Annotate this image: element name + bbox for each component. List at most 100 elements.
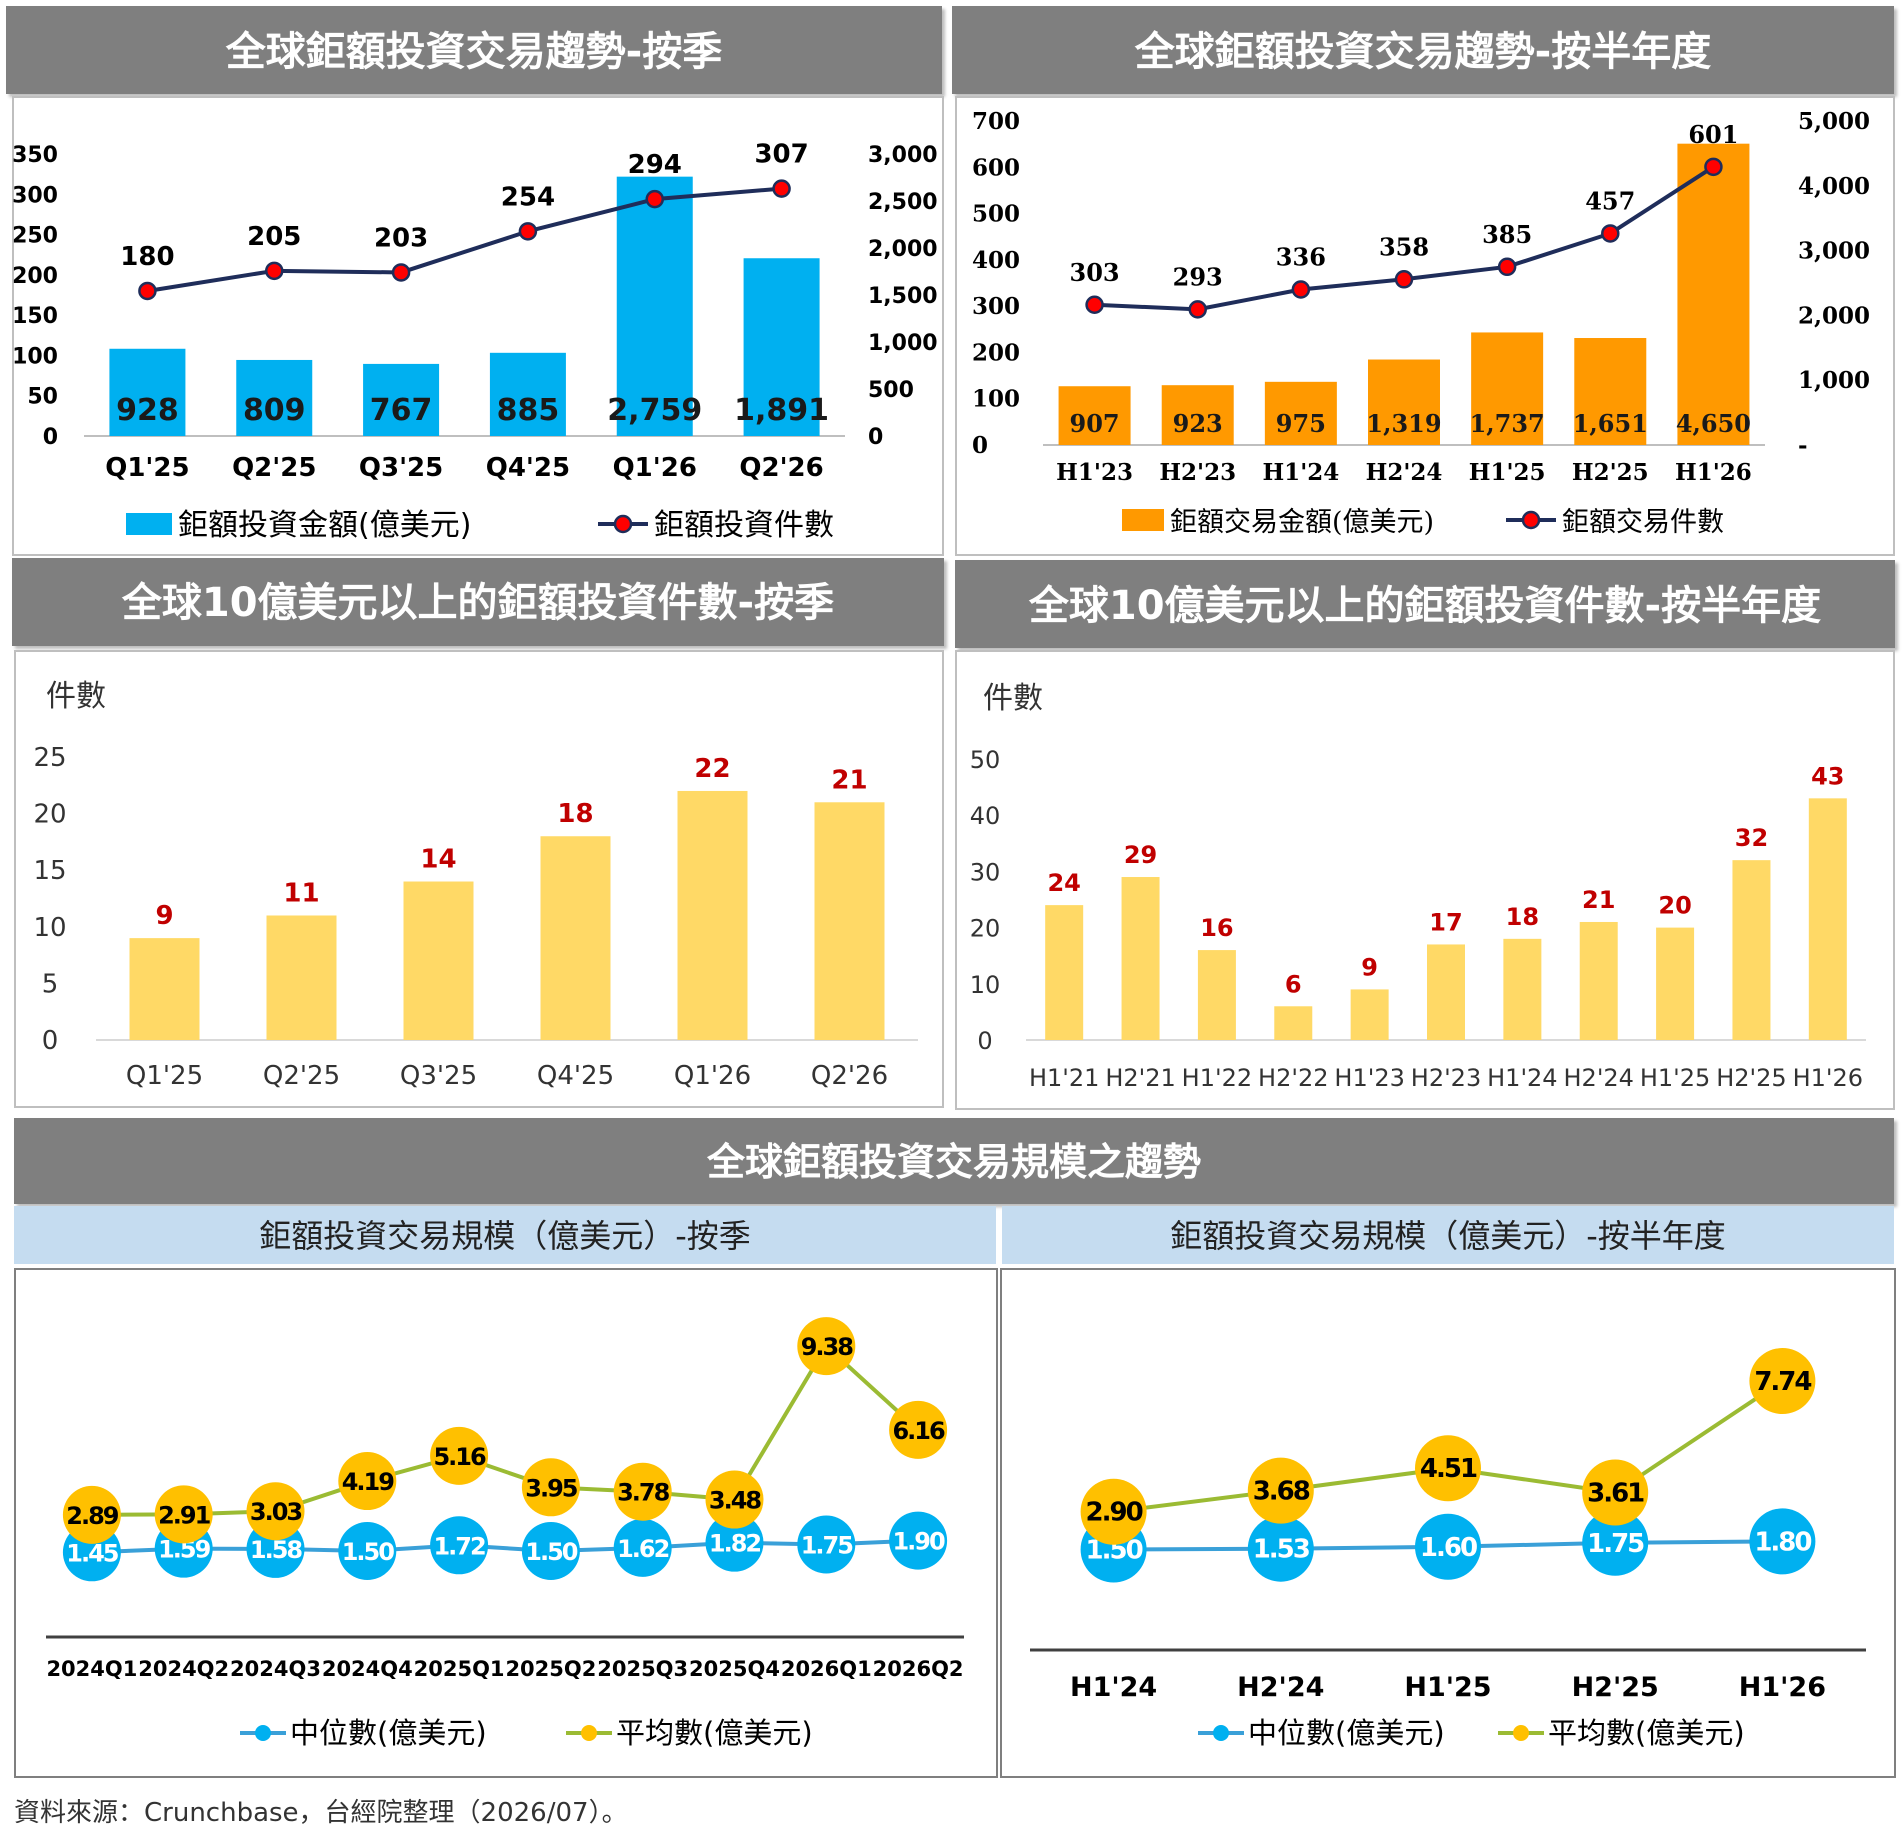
legend-label: 中位數(億美元) — [1248, 1716, 1445, 1750]
y-axis-tick: 5 — [42, 969, 59, 999]
x-axis-tick: 2025Q2 — [505, 1657, 596, 1681]
chart-title-quarterly-count: 全球10億美元以上的鉅額投資件數-按季 — [12, 558, 944, 646]
x-axis-tick: Q1'25 — [126, 1061, 203, 1091]
bar-data-label: 21 — [831, 765, 867, 795]
x-axis-tick: H2'25 — [1572, 1672, 1659, 1703]
line-data-label: 303 — [1070, 258, 1120, 287]
y-axis-tick: 30 — [970, 858, 1001, 886]
x-axis-tick: 2026Q1 — [781, 1657, 872, 1681]
bar — [109, 348, 186, 436]
bubble-data-label: 3.48 — [709, 1487, 762, 1515]
bubble-data-label: 1.45 — [66, 1539, 119, 1567]
bubble-point — [338, 1522, 397, 1580]
legend-label: 中位數(億美元) — [290, 1716, 487, 1750]
bar — [1471, 332, 1544, 445]
bar — [814, 802, 885, 1040]
x-axis-tick: 2024Q3 — [230, 1657, 321, 1681]
x-axis-tick: H1'26 — [1793, 1064, 1863, 1092]
right-axis-tick: 1,000 — [1798, 367, 1870, 394]
series-line — [91, 1342, 920, 1517]
bubble-point — [1415, 1513, 1481, 1580]
legend-label: 平均數(億美元) — [1548, 1716, 1745, 1750]
x-axis-tick: H2'24 — [1564, 1064, 1634, 1092]
left-axis-tick: 350 — [12, 143, 58, 168]
bubble-point — [1415, 1435, 1481, 1502]
bubble-data-label: 7.74 — [1754, 1367, 1811, 1397]
line-point — [772, 179, 791, 198]
left-axis-tick: 150 — [12, 304, 58, 329]
bar — [1427, 944, 1465, 1040]
chart-title-halfyear-count: 全球10億美元以上的鉅額投資件數-按半年度 — [955, 560, 1895, 648]
bar-data-label: 6 — [1285, 970, 1302, 998]
x-axis-tick: H1'25 — [1640, 1064, 1710, 1092]
y-axis-label: 件數 — [46, 679, 106, 714]
bar — [1677, 143, 1750, 445]
line-point — [1291, 280, 1311, 299]
line-data-label: 203 — [374, 223, 428, 253]
line-point — [518, 222, 538, 241]
x-axis-tick: H1'21 — [1029, 1064, 1099, 1092]
x-axis-tick: H2'22 — [1258, 1064, 1328, 1092]
legend-label: 平均數(億美元) — [616, 1716, 813, 1750]
x-axis-tick: H2'21 — [1105, 1064, 1175, 1092]
y-axis-tick: 50 — [970, 746, 1001, 774]
bubble-data-label: 9.38 — [801, 1333, 854, 1361]
y-axis-tick: 20 — [970, 915, 1001, 943]
x-axis-tick: H2'25 — [1716, 1064, 1786, 1092]
bar-data-label: 9 — [155, 901, 173, 931]
bubble-point — [1749, 1348, 1816, 1415]
left-axis-tick: 300 — [972, 293, 1020, 320]
y-axis-tick: 25 — [33, 743, 66, 773]
bar-data-label: 22 — [694, 754, 730, 784]
x-axis-tick: 2026Q2 — [873, 1657, 964, 1681]
bubble-data-label: 1.62 — [617, 1535, 669, 1563]
bar-data-label: 1,651 — [1573, 409, 1648, 438]
line-point — [391, 263, 411, 282]
bar — [1197, 950, 1236, 1040]
x-axis-tick: 2024Q2 — [138, 1657, 229, 1681]
right-axis-tick: 3,000 — [1798, 238, 1870, 265]
legend-swatch-bar — [1122, 509, 1164, 531]
bar — [129, 938, 200, 1040]
bar — [363, 363, 440, 436]
bar-data-label: 767 — [370, 393, 433, 428]
bubble-data-label: 3.78 — [617, 1479, 670, 1507]
x-axis-tick: H1'26 — [1739, 1672, 1826, 1703]
chart-title-halfyear-trend: 全球鉅額投資交易趨勢-按半年度 — [952, 6, 1894, 94]
chart-title-quarterly-trend: 全球鉅額投資交易趨勢-按季 — [6, 6, 942, 94]
bubble-data-label: 1.82 — [709, 1530, 761, 1558]
line-point — [1085, 295, 1104, 315]
line-data-label: 180 — [120, 242, 174, 272]
left-axis-tick: 200 — [12, 264, 58, 289]
bar — [1732, 860, 1771, 1040]
bubble-point — [1582, 1459, 1649, 1526]
right-axis-tick: 500 — [868, 378, 914, 403]
bar-data-label: 2,759 — [607, 393, 702, 428]
bar — [1574, 338, 1647, 445]
line-data-label: 336 — [1276, 242, 1326, 271]
bar-data-label: 1,319 — [1366, 409, 1441, 438]
subtitle-halfyear-size: 鉅額投資交易規模（億美元）-按半年度 — [1002, 1206, 1894, 1264]
bar — [540, 836, 611, 1040]
x-axis-tick: H1'22 — [1182, 1064, 1252, 1092]
bar — [403, 881, 474, 1040]
bar — [1045, 905, 1084, 1040]
line-data-label: 385 — [1482, 220, 1532, 249]
legend-swatch-marker — [1513, 1725, 1529, 1741]
x-axis-tick: H2'24 — [1366, 459, 1443, 486]
left-axis-tick: 500 — [972, 201, 1020, 228]
x-axis-tick: Q1'26 — [613, 453, 697, 483]
bar-data-label: 975 — [1276, 409, 1326, 438]
y-axis-tick: 40 — [970, 802, 1001, 830]
bubble-data-label: 1.50 — [525, 1538, 578, 1566]
bar — [489, 352, 566, 436]
bubble-point — [430, 1516, 489, 1575]
left-axis-tick: 200 — [972, 339, 1020, 366]
legend-swatch-marker — [1521, 510, 1541, 530]
series-line — [91, 1538, 919, 1555]
bar-data-label: 20 — [1658, 892, 1691, 920]
bubble-point — [1749, 1508, 1816, 1575]
x-axis-tick: H1'24 — [1262, 459, 1339, 486]
bubble-data-label: 2.91 — [158, 1501, 211, 1529]
